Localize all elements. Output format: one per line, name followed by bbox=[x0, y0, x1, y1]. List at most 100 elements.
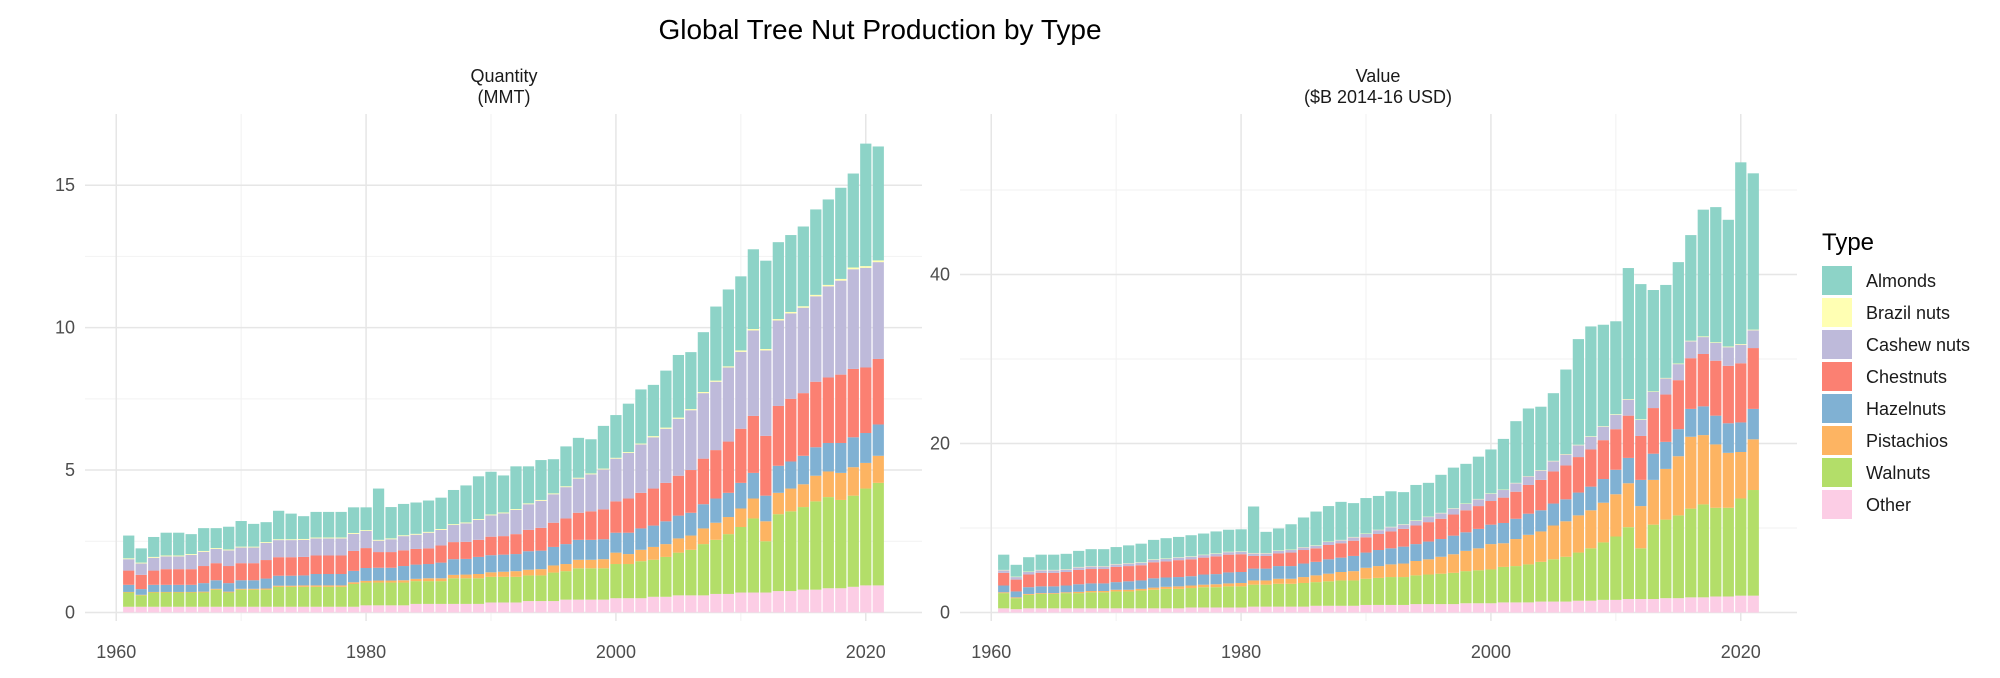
bar-chestnuts-1986 bbox=[435, 545, 447, 563]
bar-pistachios-2016 bbox=[810, 475, 822, 502]
bar-almonds-2012 bbox=[760, 260, 772, 349]
bar-chestnuts-2007 bbox=[1572, 457, 1584, 493]
bar-walnuts-2017 bbox=[822, 497, 834, 589]
bar-almonds-1991 bbox=[1372, 495, 1385, 530]
bar-walnuts-2000 bbox=[610, 564, 622, 599]
bar-other-1974 bbox=[1160, 608, 1172, 613]
bar-chestnuts-2011 bbox=[1622, 415, 1634, 458]
bar-cashew-nuts-2017 bbox=[822, 286, 834, 378]
legend-key-pistachios bbox=[1822, 426, 1852, 455]
bar-chestnuts-1997 bbox=[572, 512, 585, 540]
bar-cashew-nuts-1987 bbox=[1322, 541, 1335, 545]
bar-cashew-nuts-1992 bbox=[510, 509, 522, 535]
bar-walnuts-1967 bbox=[1073, 593, 1085, 609]
bar-cashew-nuts-2005 bbox=[1547, 461, 1560, 472]
bar-hazelnuts-1972 bbox=[1135, 580, 1147, 589]
legend-key-chestnuts bbox=[1822, 362, 1852, 391]
bar-chestnuts-2012 bbox=[1635, 435, 1647, 480]
bar-pistachios-1981 bbox=[1247, 580, 1260, 585]
bar-walnuts-1983 bbox=[1272, 583, 1285, 607]
bar-pistachios-1982 bbox=[1260, 580, 1272, 585]
bar-brazil-nuts-1994 bbox=[535, 499, 547, 501]
bar-walnuts-1982 bbox=[385, 582, 397, 606]
bar-other-1971 bbox=[1123, 608, 1135, 613]
bar-cashew-nuts-1984 bbox=[410, 534, 422, 549]
bar-pistachios-1964 bbox=[160, 591, 172, 593]
bar-hazelnuts-1998 bbox=[585, 539, 597, 560]
bar-cashew-nuts-2016 bbox=[810, 296, 822, 382]
bar-cashew-nuts-1990 bbox=[485, 515, 497, 537]
bar-cashew-nuts-1996 bbox=[1435, 513, 1447, 519]
bar-pistachios-1975 bbox=[1173, 586, 1185, 589]
bar-other-2012 bbox=[1635, 599, 1647, 613]
bar-walnuts-2000 bbox=[1485, 569, 1497, 604]
bar-other-1974 bbox=[285, 606, 297, 613]
bar-hazelnuts-1965 bbox=[173, 584, 185, 592]
bar-walnuts-1993 bbox=[522, 575, 535, 602]
bar-other-2014 bbox=[785, 591, 797, 613]
bar-cashew-nuts-2000 bbox=[1485, 493, 1497, 502]
bar-walnuts-1990 bbox=[485, 576, 497, 603]
bar-pistachios-1996 bbox=[560, 564, 572, 572]
bar-brazil-nuts-1968 bbox=[210, 548, 222, 549]
bar-other-1990 bbox=[485, 602, 497, 613]
bar-walnuts-2003 bbox=[1522, 564, 1535, 603]
bar-other-2018 bbox=[835, 588, 847, 613]
y-tick-label: 0 bbox=[940, 603, 950, 623]
bar-hazelnuts-1971 bbox=[1123, 581, 1135, 590]
bar-chestnuts-2010 bbox=[735, 428, 747, 483]
bar-chestnuts-2008 bbox=[1585, 449, 1597, 487]
bar-brazil-nuts-2010 bbox=[1610, 414, 1622, 415]
bar-walnuts-1984 bbox=[1285, 583, 1297, 607]
bar-walnuts-2007 bbox=[697, 544, 709, 596]
bar-hazelnuts-1981 bbox=[1247, 568, 1260, 581]
bar-brazil-nuts-2005 bbox=[672, 417, 685, 419]
bar-pistachios-1999 bbox=[1472, 548, 1485, 571]
bar-pistachios-1972 bbox=[1135, 588, 1147, 591]
bar-other-1997 bbox=[1447, 604, 1460, 613]
bar-other-1962 bbox=[135, 606, 147, 613]
bar-other-1988 bbox=[1335, 605, 1347, 613]
bar-almonds-2021 bbox=[872, 146, 884, 261]
bar-hazelnuts-1978 bbox=[335, 574, 347, 586]
bar-almonds-1996 bbox=[560, 446, 572, 487]
bar-cashew-nuts-1999 bbox=[1472, 499, 1485, 507]
bar-brazil-nuts-1996 bbox=[560, 486, 572, 488]
bar-almonds-1989 bbox=[1347, 503, 1360, 537]
bar-cashew-nuts-2001 bbox=[1497, 490, 1510, 498]
bar-walnuts-1968 bbox=[210, 589, 222, 607]
bar-chestnuts-1972 bbox=[1135, 565, 1147, 581]
bar-brazil-nuts-2018 bbox=[835, 278, 847, 281]
bar-hazelnuts-1976 bbox=[1185, 576, 1197, 586]
bar-almonds-2019 bbox=[1722, 219, 1734, 347]
bar-chestnuts-1985 bbox=[1297, 550, 1310, 564]
bar-other-1982 bbox=[1260, 606, 1272, 613]
bar-almonds-1978 bbox=[335, 511, 347, 538]
bar-almonds-2013 bbox=[1647, 290, 1659, 392]
y-tick-label: 40 bbox=[930, 265, 950, 285]
bar-hazelnuts-1968 bbox=[210, 580, 222, 589]
bar-other-1985 bbox=[422, 603, 435, 613]
bar-walnuts-2010 bbox=[735, 527, 747, 593]
bar-almonds-2012 bbox=[1635, 284, 1647, 420]
bar-hazelnuts-1977 bbox=[322, 574, 335, 586]
bar-walnuts-1988 bbox=[460, 578, 472, 604]
bar-walnuts-2009 bbox=[722, 534, 734, 594]
bar-almonds-1974 bbox=[285, 513, 297, 540]
bar-walnuts-2019 bbox=[1722, 507, 1734, 597]
panel-value: Value ($B 2014-16 USD) 1960 1980 2000 2020 0… bbox=[930, 66, 1797, 662]
bar-cashew-nuts-2003 bbox=[1522, 476, 1535, 485]
bar-hazelnuts-1998 bbox=[1460, 532, 1472, 551]
bar-chestnuts-2013 bbox=[772, 405, 784, 466]
bar-brazil-nuts-2004 bbox=[1535, 470, 1547, 471]
bar-hazelnuts-2006 bbox=[1560, 499, 1572, 522]
bar-brazil-nuts-2018 bbox=[1710, 342, 1722, 343]
bar-brazil-nuts-2013 bbox=[1647, 391, 1659, 392]
bar-pistachios-1999 bbox=[597, 559, 610, 569]
bar-hazelnuts-1995 bbox=[1422, 541, 1435, 560]
bar-pistachios-1998 bbox=[585, 559, 597, 569]
bar-hazelnuts-1975 bbox=[298, 575, 310, 586]
bar-hazelnuts-2000 bbox=[1485, 524, 1497, 545]
bar-brazil-nuts-1965 bbox=[173, 555, 185, 557]
